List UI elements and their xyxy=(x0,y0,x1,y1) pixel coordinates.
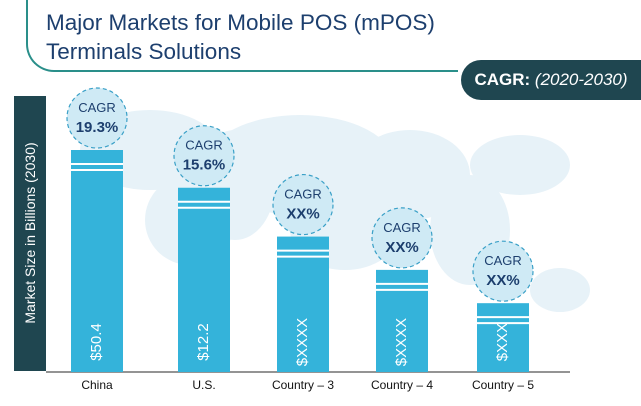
x-tick-label: China xyxy=(81,378,113,392)
y-axis-band xyxy=(14,96,46,371)
cagr-bubble-label: CAGR xyxy=(284,187,322,202)
x-tick-label: U.S. xyxy=(192,378,215,392)
cagr-bubble xyxy=(472,240,534,302)
title-frame xyxy=(26,0,458,72)
cagr-bubble xyxy=(173,125,235,187)
x-tick-label: Country – 5 xyxy=(472,378,534,392)
cagr-bubble-label: CAGR xyxy=(484,253,522,268)
bar xyxy=(178,187,230,372)
title-line-2: Terminals Solutions xyxy=(46,39,242,64)
x-tick-label: Country – 3 xyxy=(272,378,334,392)
x-tick-label: Country – 4 xyxy=(371,378,433,392)
cagr-bubble-value: XX% xyxy=(486,272,519,289)
chart-title: Major Markets for Mobile POS (mPOS) Term… xyxy=(46,8,466,66)
cagr-bubble-label: CAGR xyxy=(185,138,223,153)
map-shape xyxy=(205,115,395,215)
cagr-badge-period: (2020-2030) xyxy=(534,70,628,89)
map-shape xyxy=(530,268,590,312)
cagr-bubble-value: XX% xyxy=(385,239,418,256)
cagr-bubble-label: CAGR xyxy=(383,220,421,235)
bar-value-label: $XXX xyxy=(494,323,511,361)
cagr-period-badge: CAGR: (2020-2030) xyxy=(461,60,641,100)
bar-value-label: $XXXX xyxy=(294,318,311,366)
cagr-bubble-value: 15.6% xyxy=(183,157,226,174)
bar xyxy=(376,269,428,372)
bar xyxy=(71,150,123,372)
cagr-bubble xyxy=(371,207,433,269)
bar xyxy=(277,236,329,372)
bar-value-label: $XXXX xyxy=(393,318,410,366)
cagr-bubble xyxy=(272,173,334,236)
cagr-bubble-value: 19.3% xyxy=(76,119,119,136)
cagr-badge-label: CAGR: xyxy=(474,70,531,89)
bar-value-label: $50.4 xyxy=(88,323,105,361)
bar xyxy=(477,303,529,372)
cagr-bubble xyxy=(66,87,128,149)
cagr-bubble-value: XX% xyxy=(286,206,319,223)
bar-value-label: $12.2 xyxy=(195,323,212,361)
title-line-1: Major Markets for Mobile POS (mPOS) xyxy=(46,10,435,35)
cagr-bubble-label: CAGR xyxy=(78,100,116,115)
map-shape xyxy=(470,135,570,195)
